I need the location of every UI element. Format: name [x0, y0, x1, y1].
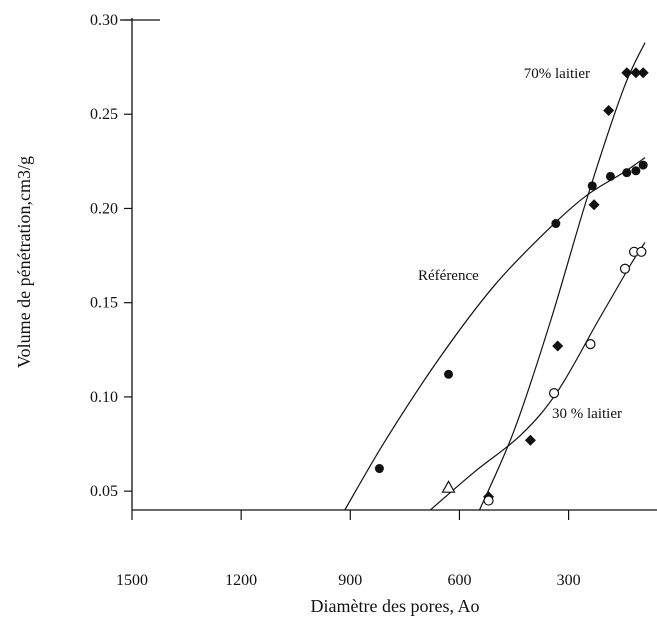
data-point	[588, 199, 600, 211]
data-point	[636, 246, 647, 257]
data-point	[524, 434, 536, 446]
data-point	[603, 104, 615, 116]
data-point	[441, 480, 456, 493]
data-point	[630, 67, 642, 79]
x-tick-label: 300	[557, 572, 581, 589]
series-label: 70% laitier	[524, 66, 590, 82]
y-tick-label: 0.25	[90, 106, 118, 123]
data-point	[483, 495, 494, 506]
data-point	[444, 369, 454, 379]
x-tick-label: 600	[447, 572, 471, 589]
data-point	[587, 181, 597, 191]
y-tick-label: 0.15	[90, 295, 118, 312]
data-point	[551, 219, 561, 229]
fit-curve	[478, 42, 646, 511]
series-labels: Référence 70% laitier 30 % laitier	[418, 66, 622, 422]
data-point	[552, 340, 564, 352]
data-point	[548, 388, 560, 399]
series-label: Référence	[418, 268, 479, 284]
y-tick-label: 0.20	[90, 200, 118, 217]
data-point	[622, 168, 632, 178]
data-point	[605, 171, 615, 181]
data-point	[638, 160, 648, 170]
x-tick-label: 900	[338, 572, 362, 589]
y-tick-label: 0.30	[90, 12, 118, 29]
x-axis-title: Diamètre des pores, Ao	[311, 596, 480, 616]
data-point	[585, 339, 596, 350]
data-point	[374, 464, 384, 474]
data-point	[631, 166, 641, 176]
y-tick-label: 0.05	[90, 483, 118, 500]
y-tick-label: 0.10	[90, 389, 118, 406]
data-point	[621, 67, 633, 79]
axis-ticks: 0.05 0.10 0.15 0.20 0.25 0.30 1500 1200 900 600 30…	[90, 12, 581, 589]
fit-curves	[344, 42, 646, 511]
series-label: 30 % laitier	[552, 406, 622, 422]
data-point	[619, 263, 631, 274]
y-axis-title: Volume de pénétration,cm3/g	[14, 156, 34, 368]
data-point	[637, 67, 649, 79]
fit-curve	[344, 157, 646, 511]
x-tick-label: 1500	[116, 572, 148, 589]
x-tick-label: 1200	[225, 572, 257, 589]
data-points	[374, 67, 649, 506]
